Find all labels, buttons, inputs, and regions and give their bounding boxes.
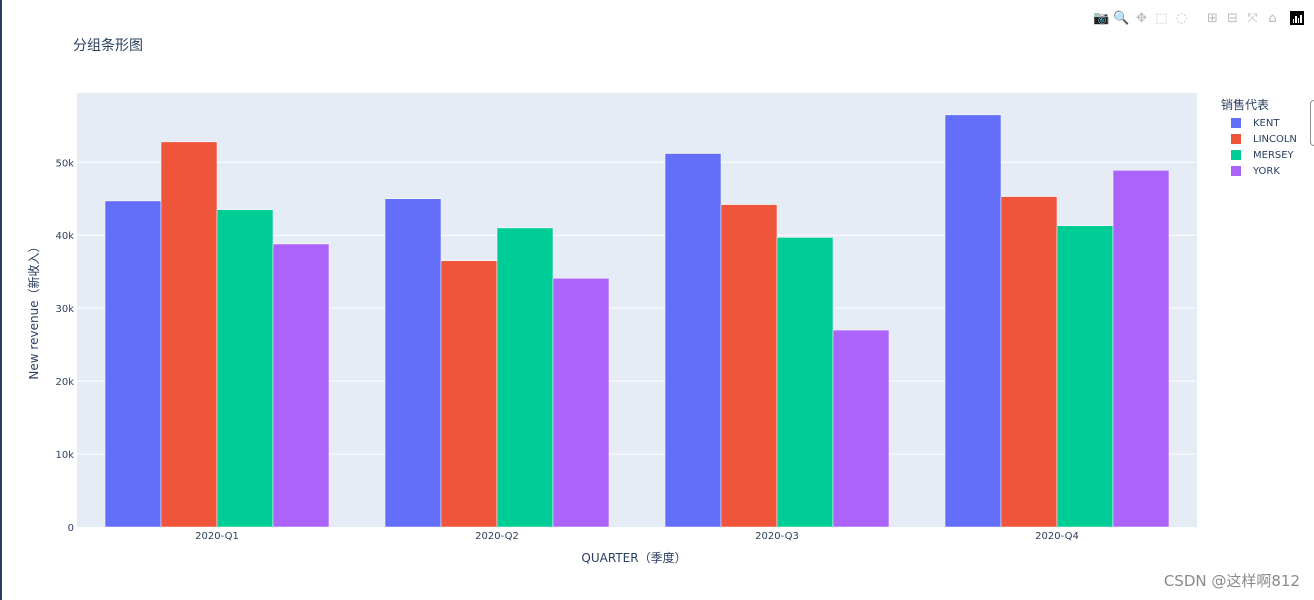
plotly-logo-icon[interactable]: [1290, 11, 1304, 25]
legend-swatch: [1231, 134, 1241, 144]
bar-york-2020-q1[interactable]: [272, 243, 330, 528]
y-tick-label: 40k: [55, 231, 74, 242]
legend-item-york[interactable]: YORK: [1221, 163, 1297, 179]
zoom-in-icon[interactable]: ⊞: [1207, 10, 1218, 26]
x-tick-labels: 2020-Q1 2020-Q2 2020-Q3 2020-Q4: [195, 531, 1079, 542]
legend-swatch: [1231, 150, 1241, 160]
y-tick-label: 50k: [55, 158, 74, 169]
camera-icon[interactable]: 📷: [1093, 10, 1110, 26]
bar-lincoln-2020-q2[interactable]: [440, 260, 498, 528]
legend-item-kent[interactable]: KENT: [1221, 115, 1297, 131]
y-tick-label: 10k: [55, 450, 74, 461]
bar-york-2020-q4[interactable]: [1112, 170, 1170, 528]
bar-mersey-2020-q3[interactable]: [776, 237, 834, 528]
y-tick-label: 20k: [55, 377, 74, 388]
legend-title: 销售代表: [1221, 98, 1270, 112]
bar-kent-2020-q2[interactable]: [384, 198, 442, 528]
x-tick-label: 2020-Q3: [755, 531, 799, 542]
x-axis-title: QUARTER（季度）: [581, 550, 686, 565]
y-tick-label: 30k: [55, 304, 74, 315]
legend-items: KENT LINCOLN MERSEY YORK: [1221, 115, 1297, 179]
side-panel-handle[interactable]: [1310, 100, 1314, 146]
chart-title: 分组条形图: [73, 38, 143, 54]
legend: 销售代表 KENT LINCOLN MERSEY YORK: [1221, 96, 1297, 179]
legend-item-mersey[interactable]: MERSEY: [1221, 147, 1297, 163]
legend-label: LINCOLN: [1253, 133, 1297, 145]
lasso-select-icon[interactable]: ◌: [1175, 10, 1188, 26]
zoom-icon[interactable]: 🔍: [1113, 10, 1130, 26]
bar-mersey-2020-q4[interactable]: [1056, 225, 1114, 528]
reset-axes-icon[interactable]: ⌂: [1268, 10, 1277, 26]
legend-swatch: [1231, 166, 1241, 176]
bar-kent-2020-q3[interactable]: [664, 153, 722, 528]
bar-mersey-2020-q2[interactable]: [496, 227, 554, 528]
left-border: [0, 0, 2, 600]
x-tick-label: 2020-Q2: [475, 531, 519, 542]
zoom-out-icon[interactable]: ⊟: [1227, 10, 1238, 26]
bar-kent-2020-q1[interactable]: [104, 200, 162, 528]
autoscale-icon[interactable]: ⤧: [1247, 10, 1258, 26]
bar-lincoln-2020-q1[interactable]: [160, 141, 218, 528]
watermark: CSDN @这样啊812: [1163, 572, 1300, 590]
x-tick-label: 2020-Q1: [195, 531, 239, 542]
bar-lincoln-2020-q3[interactable]: [720, 204, 778, 528]
bar-york-2020-q2[interactable]: [552, 278, 610, 528]
legend-label: YORK: [1253, 165, 1280, 177]
y-tick-label: 0: [68, 523, 74, 534]
x-tick-label: 2020-Q4: [1035, 531, 1079, 542]
legend-label: KENT: [1253, 117, 1280, 129]
bars: [104, 114, 1170, 528]
box-select-icon[interactable]: ⬚: [1155, 10, 1168, 26]
bar-kent-2020-q4[interactable]: [944, 114, 1002, 528]
bar-york-2020-q3[interactable]: [832, 329, 890, 528]
bar-lincoln-2020-q4[interactable]: [1000, 196, 1058, 528]
legend-label: MERSEY: [1253, 149, 1294, 161]
legend-item-lincoln[interactable]: LINCOLN: [1221, 131, 1297, 147]
y-tick-labels: 0 10k 20k 30k 40k 50k: [55, 158, 74, 534]
bar-mersey-2020-q1[interactable]: [216, 209, 274, 528]
legend-swatch: [1231, 118, 1241, 128]
modebar: 📷 🔍 ✥ ⬚ ◌ ⊞ ⊟ ⤧ ⌂: [1093, 9, 1304, 27]
y-axis-title: New revenue（新收入）: [26, 240, 41, 379]
pan-icon[interactable]: ✥: [1136, 10, 1147, 26]
